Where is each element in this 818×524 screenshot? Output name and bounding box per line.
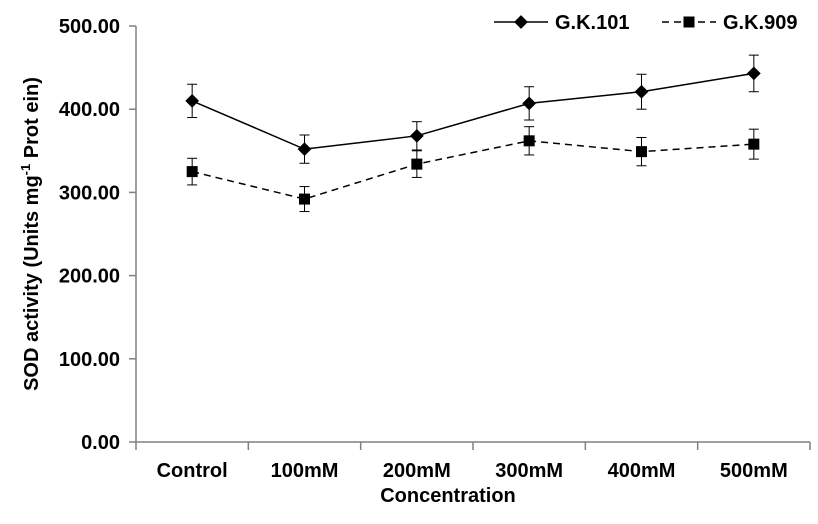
y-axis-title-main: SOD activity (Units mg xyxy=(21,175,43,391)
axes xyxy=(135,26,810,443)
y-axis-ticks: 0.00 100.00 200.00 300.00 400.00 500.00 xyxy=(59,16,136,454)
y-tick-label: 300.00 xyxy=(59,182,120,204)
legend-item-g-k-101: G.K.101 xyxy=(494,12,629,34)
data-point xyxy=(636,146,647,158)
x-tick-label: Control xyxy=(157,460,228,482)
data-point xyxy=(748,138,760,150)
series-g-k-909 xyxy=(186,126,760,213)
legend-item-g-k-909: G.K.909 xyxy=(662,12,797,34)
x-axis-ticks: Control 100mM 200mM 300mM 400mM 500mM xyxy=(135,442,811,482)
y-axis-title-tail: Prot ein) xyxy=(21,77,43,164)
y-tick-label: 400.00 xyxy=(59,99,120,121)
x-tick-label: 400mM xyxy=(608,460,676,482)
y-tick-label: 200.00 xyxy=(59,266,120,288)
series-g-k-101 xyxy=(185,54,761,164)
data-point xyxy=(523,135,535,147)
data-point xyxy=(299,193,310,205)
y-tick-label: 100.00 xyxy=(59,349,120,371)
legend-marker xyxy=(514,15,528,29)
data-point xyxy=(634,84,649,99)
y-axis-title: SOD activity (Units mg-1 Prot ein) xyxy=(18,77,43,391)
data-point xyxy=(186,166,198,178)
x-tick-label: 500mM xyxy=(720,460,788,482)
data-point xyxy=(297,142,312,157)
data-point xyxy=(522,96,537,111)
x-tick-label: 200mM xyxy=(383,460,451,482)
series-layer xyxy=(185,54,761,213)
series-line xyxy=(191,140,754,200)
x-axis-title: Concentration xyxy=(380,485,516,507)
data-point xyxy=(185,94,200,108)
legend-label: G.K.909 xyxy=(723,12,797,34)
data-point xyxy=(411,158,423,170)
y-tick-label: 0.00 xyxy=(81,432,120,454)
y-tick-label: 500.00 xyxy=(59,16,120,38)
legend-label: G.K.101 xyxy=(555,12,629,34)
y-axis-title-superscript: -1 xyxy=(18,164,33,176)
x-tick-label: 100mM xyxy=(271,460,339,482)
x-tick-label: 300mM xyxy=(495,460,563,482)
legend: G.K.101 G.K.909 xyxy=(494,12,797,34)
data-point xyxy=(746,66,761,81)
legend-marker xyxy=(683,16,695,28)
data-point xyxy=(409,128,424,143)
series-line xyxy=(191,72,754,150)
